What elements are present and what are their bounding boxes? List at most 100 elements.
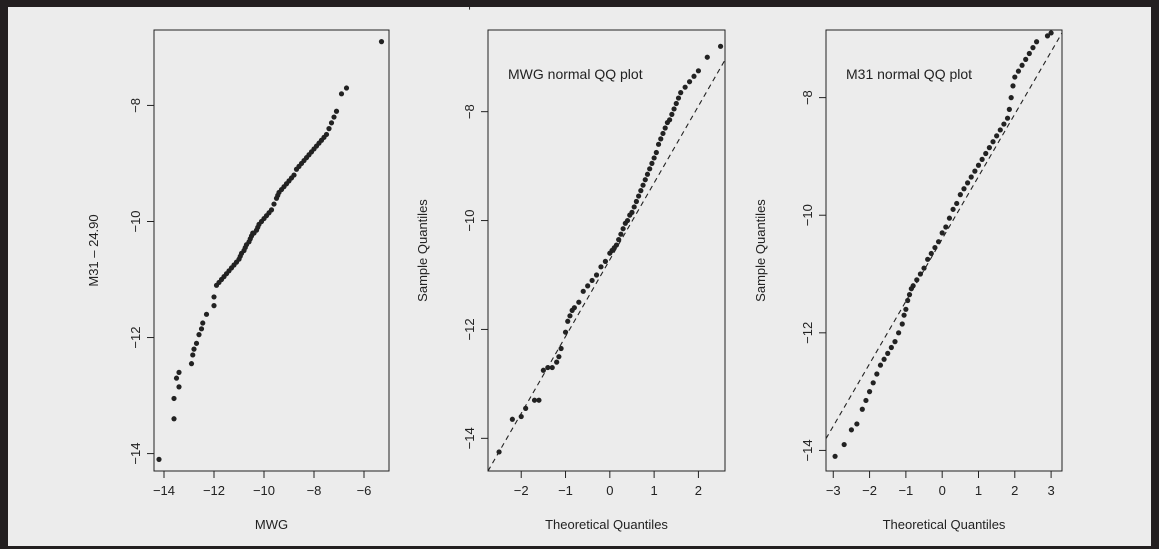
- data-point: [917, 271, 924, 277]
- data-point: [841, 441, 847, 448]
- data-point: [523, 405, 529, 411]
- x-axis-label: Theoretical Quantiles: [545, 517, 668, 532]
- y-tick-label: −12: [800, 322, 815, 344]
- data-point: [662, 125, 668, 131]
- data-point: [979, 156, 985, 162]
- x-tick-label: 1: [651, 483, 658, 498]
- x-tick-label: −3: [826, 483, 841, 498]
- data-point: [613, 242, 620, 248]
- data-point: [881, 356, 887, 362]
- data-point: [211, 303, 217, 309]
- data-point: [554, 359, 560, 365]
- data-point: [191, 346, 197, 352]
- data-point: [928, 250, 934, 257]
- data-point: [338, 91, 345, 97]
- data-point: [866, 389, 873, 395]
- data-point: [939, 230, 945, 236]
- data-point: [859, 406, 865, 412]
- data-point: [593, 272, 600, 278]
- data-point: [536, 397, 542, 403]
- data-point: [585, 283, 591, 289]
- data-point: [651, 155, 657, 161]
- data-point: [326, 126, 332, 132]
- data-point: [638, 188, 644, 194]
- data-point: [965, 180, 971, 186]
- data-point: [691, 73, 697, 79]
- data-point: [1030, 45, 1036, 51]
- y-tick-label: −6: [462, 7, 477, 10]
- plot-box: [825, 29, 1063, 472]
- data-point: [642, 177, 648, 183]
- data-point: [925, 256, 931, 262]
- data-point: [854, 421, 860, 427]
- data-point: [906, 292, 913, 298]
- data-point: [190, 352, 196, 358]
- data-point: [675, 95, 682, 101]
- data-point: [832, 453, 838, 459]
- y-tick-label: −12: [128, 327, 143, 349]
- data-point: [333, 108, 340, 114]
- data-point: [323, 131, 330, 138]
- data-point: [972, 168, 978, 174]
- y-tick-label: −8: [128, 98, 143, 113]
- data-point: [531, 397, 538, 403]
- data-point: [644, 171, 651, 177]
- data-point: [997, 127, 1003, 133]
- data-point: [1044, 33, 1051, 39]
- data-point: [647, 166, 653, 172]
- data-point: [176, 384, 182, 390]
- data-point: [509, 416, 515, 422]
- data-point: [271, 201, 277, 207]
- x-tick-label: −8: [307, 483, 322, 498]
- x-tick-label: −1: [898, 483, 913, 498]
- data-point: [173, 375, 180, 381]
- x-tick-label: 3: [1047, 483, 1054, 498]
- data-point: [957, 192, 963, 198]
- data-point: [633, 198, 640, 205]
- x-tick-label: −12: [203, 483, 225, 498]
- y-axis-label: M31 – 24.90: [86, 214, 101, 286]
- data-point: [1012, 74, 1018, 80]
- data-point: [990, 139, 996, 145]
- data-point: [943, 224, 949, 230]
- x-tick-label: −14: [153, 483, 175, 498]
- data-point: [717, 43, 724, 49]
- x-tick-label: 2: [695, 483, 702, 498]
- data-point: [885, 350, 891, 356]
- x-tick-label: 2: [1011, 483, 1018, 498]
- data-point: [620, 226, 626, 232]
- data-point: [848, 427, 855, 433]
- data-point: [892, 339, 898, 345]
- x-axis-label: MWG: [255, 517, 288, 532]
- data-point: [156, 456, 162, 462]
- x-tick-label: −2: [862, 483, 877, 498]
- data-point: [1001, 121, 1007, 127]
- data-point: [549, 364, 555, 371]
- data-point: [877, 362, 884, 368]
- y-tick-label: −10: [462, 210, 477, 232]
- data-point: [1033, 39, 1040, 45]
- data-point: [946, 215, 953, 221]
- data-point: [950, 206, 956, 212]
- data-point: [863, 397, 869, 404]
- data-point: [986, 145, 992, 151]
- data-point: [903, 306, 909, 312]
- data-point: [629, 209, 635, 215]
- data-point: [682, 84, 688, 90]
- plot-box: [487, 29, 726, 472]
- data-point: [1019, 62, 1025, 68]
- data-point: [1015, 68, 1022, 74]
- y-axis-label: Sample Quantiles: [753, 199, 768, 302]
- data-point: [589, 277, 595, 284]
- data-point: [211, 294, 217, 300]
- y-tick-label: −10: [800, 204, 815, 226]
- y-tick-label: −12: [462, 318, 477, 340]
- data-point: [193, 340, 200, 346]
- data-point: [1006, 106, 1012, 112]
- data-layer: [826, 30, 1062, 459]
- data-point: [870, 380, 876, 386]
- data-point: [378, 39, 385, 45]
- data-point: [558, 345, 564, 352]
